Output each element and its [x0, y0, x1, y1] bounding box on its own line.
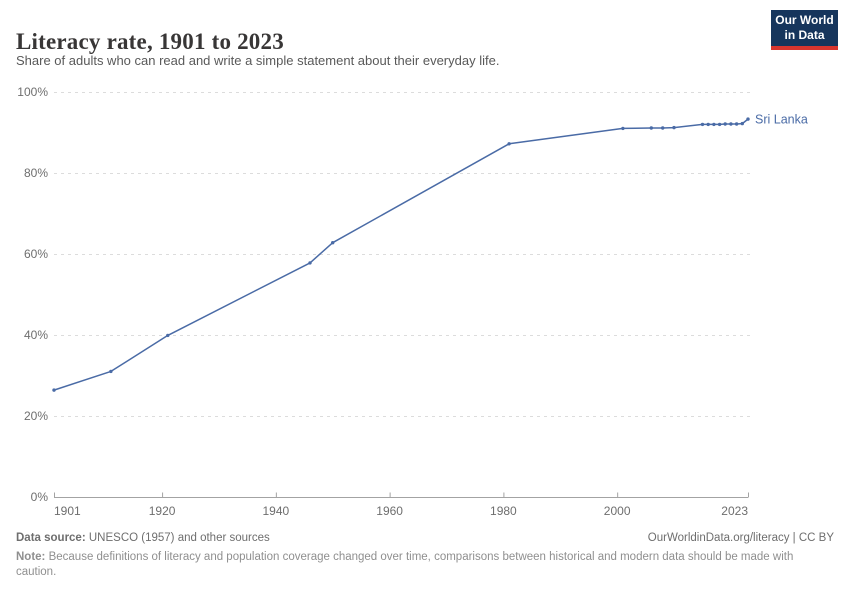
data-point[interactable]: [308, 261, 312, 265]
x-axis: [54, 492, 749, 498]
y-tick-label: 60%: [24, 247, 48, 261]
note-value: Because definitions of literacy and popu…: [16, 550, 794, 579]
data-point[interactable]: [661, 126, 665, 130]
data-point[interactable]: [746, 117, 750, 121]
data-point[interactable]: [166, 333, 170, 338]
entity-label[interactable]: Sri Lanka: [755, 113, 808, 127]
y-tick-label: 40%: [24, 328, 48, 342]
x-tick-label: 1901: [54, 504, 81, 518]
data-point[interactable]: [331, 241, 335, 245]
data-source-value: UNESCO (1957) and other sources: [85, 532, 270, 544]
data-point[interactable]: [734, 122, 739, 126]
x-tick-label: 1920: [149, 504, 176, 518]
data-point[interactable]: [507, 142, 511, 146]
owid-logo-line2: in Data: [784, 28, 825, 42]
page-subtitle: Share of adults who can read and write a…: [16, 53, 500, 68]
data-point[interactable]: [649, 126, 653, 130]
note-label: Note:: [16, 550, 46, 563]
line-chart[interactable]: 0% 20% 40% 60% 80% 100% 1901 1920 1940 1960 1980 20…: [0, 0, 850, 530]
data-point[interactable]: [706, 122, 710, 127]
data-source-label: Data source:: [16, 532, 86, 544]
owid-logo-line1: Our World: [775, 13, 834, 27]
y-tick-label: 80%: [24, 166, 48, 180]
gridlines: [54, 92, 750, 417]
data-point[interactable]: [109, 369, 113, 374]
data-points[interactable]: [52, 117, 750, 392]
data-point[interactable]: [723, 122, 727, 126]
data-point[interactable]: [672, 125, 676, 130]
x-tick-label: 2000: [604, 504, 631, 518]
data-point[interactable]: [729, 122, 733, 126]
y-tick-label: 100%: [17, 85, 48, 99]
x-tick-label: 1940: [263, 504, 290, 518]
x-tick-label: 1980: [490, 504, 517, 518]
data-point[interactable]: [712, 122, 716, 127]
data-source-line: Data source: UNESCO (1957) and other sou…: [16, 531, 270, 547]
y-axis-labels: 0% 20% 40% 60% 80% 100%: [17, 85, 48, 504]
data-point[interactable]: [52, 388, 56, 392]
data-point[interactable]: [740, 121, 744, 126]
data-point[interactable]: [621, 126, 625, 131]
x-tick-label: 1960: [376, 504, 403, 518]
owid-logo[interactable]: Our World in Data: [771, 10, 838, 50]
y-tick-label: 20%: [24, 409, 48, 423]
license-link[interactable]: OurWorldinData.org/literacy | CC BY: [647, 532, 834, 544]
chart-footer: Data source: UNESCO (1957) and other sou…: [16, 531, 834, 581]
x-tick-label: 2023: [721, 504, 748, 518]
data-point[interactable]: [717, 122, 722, 127]
y-tick-label: 0%: [31, 490, 49, 504]
x-axis-labels: 1901 1920 1940 1960 1980 2000 2023: [54, 504, 748, 518]
data-point[interactable]: [700, 122, 705, 127]
page-title: Literacy rate, 1901 to 2023: [16, 29, 284, 55]
